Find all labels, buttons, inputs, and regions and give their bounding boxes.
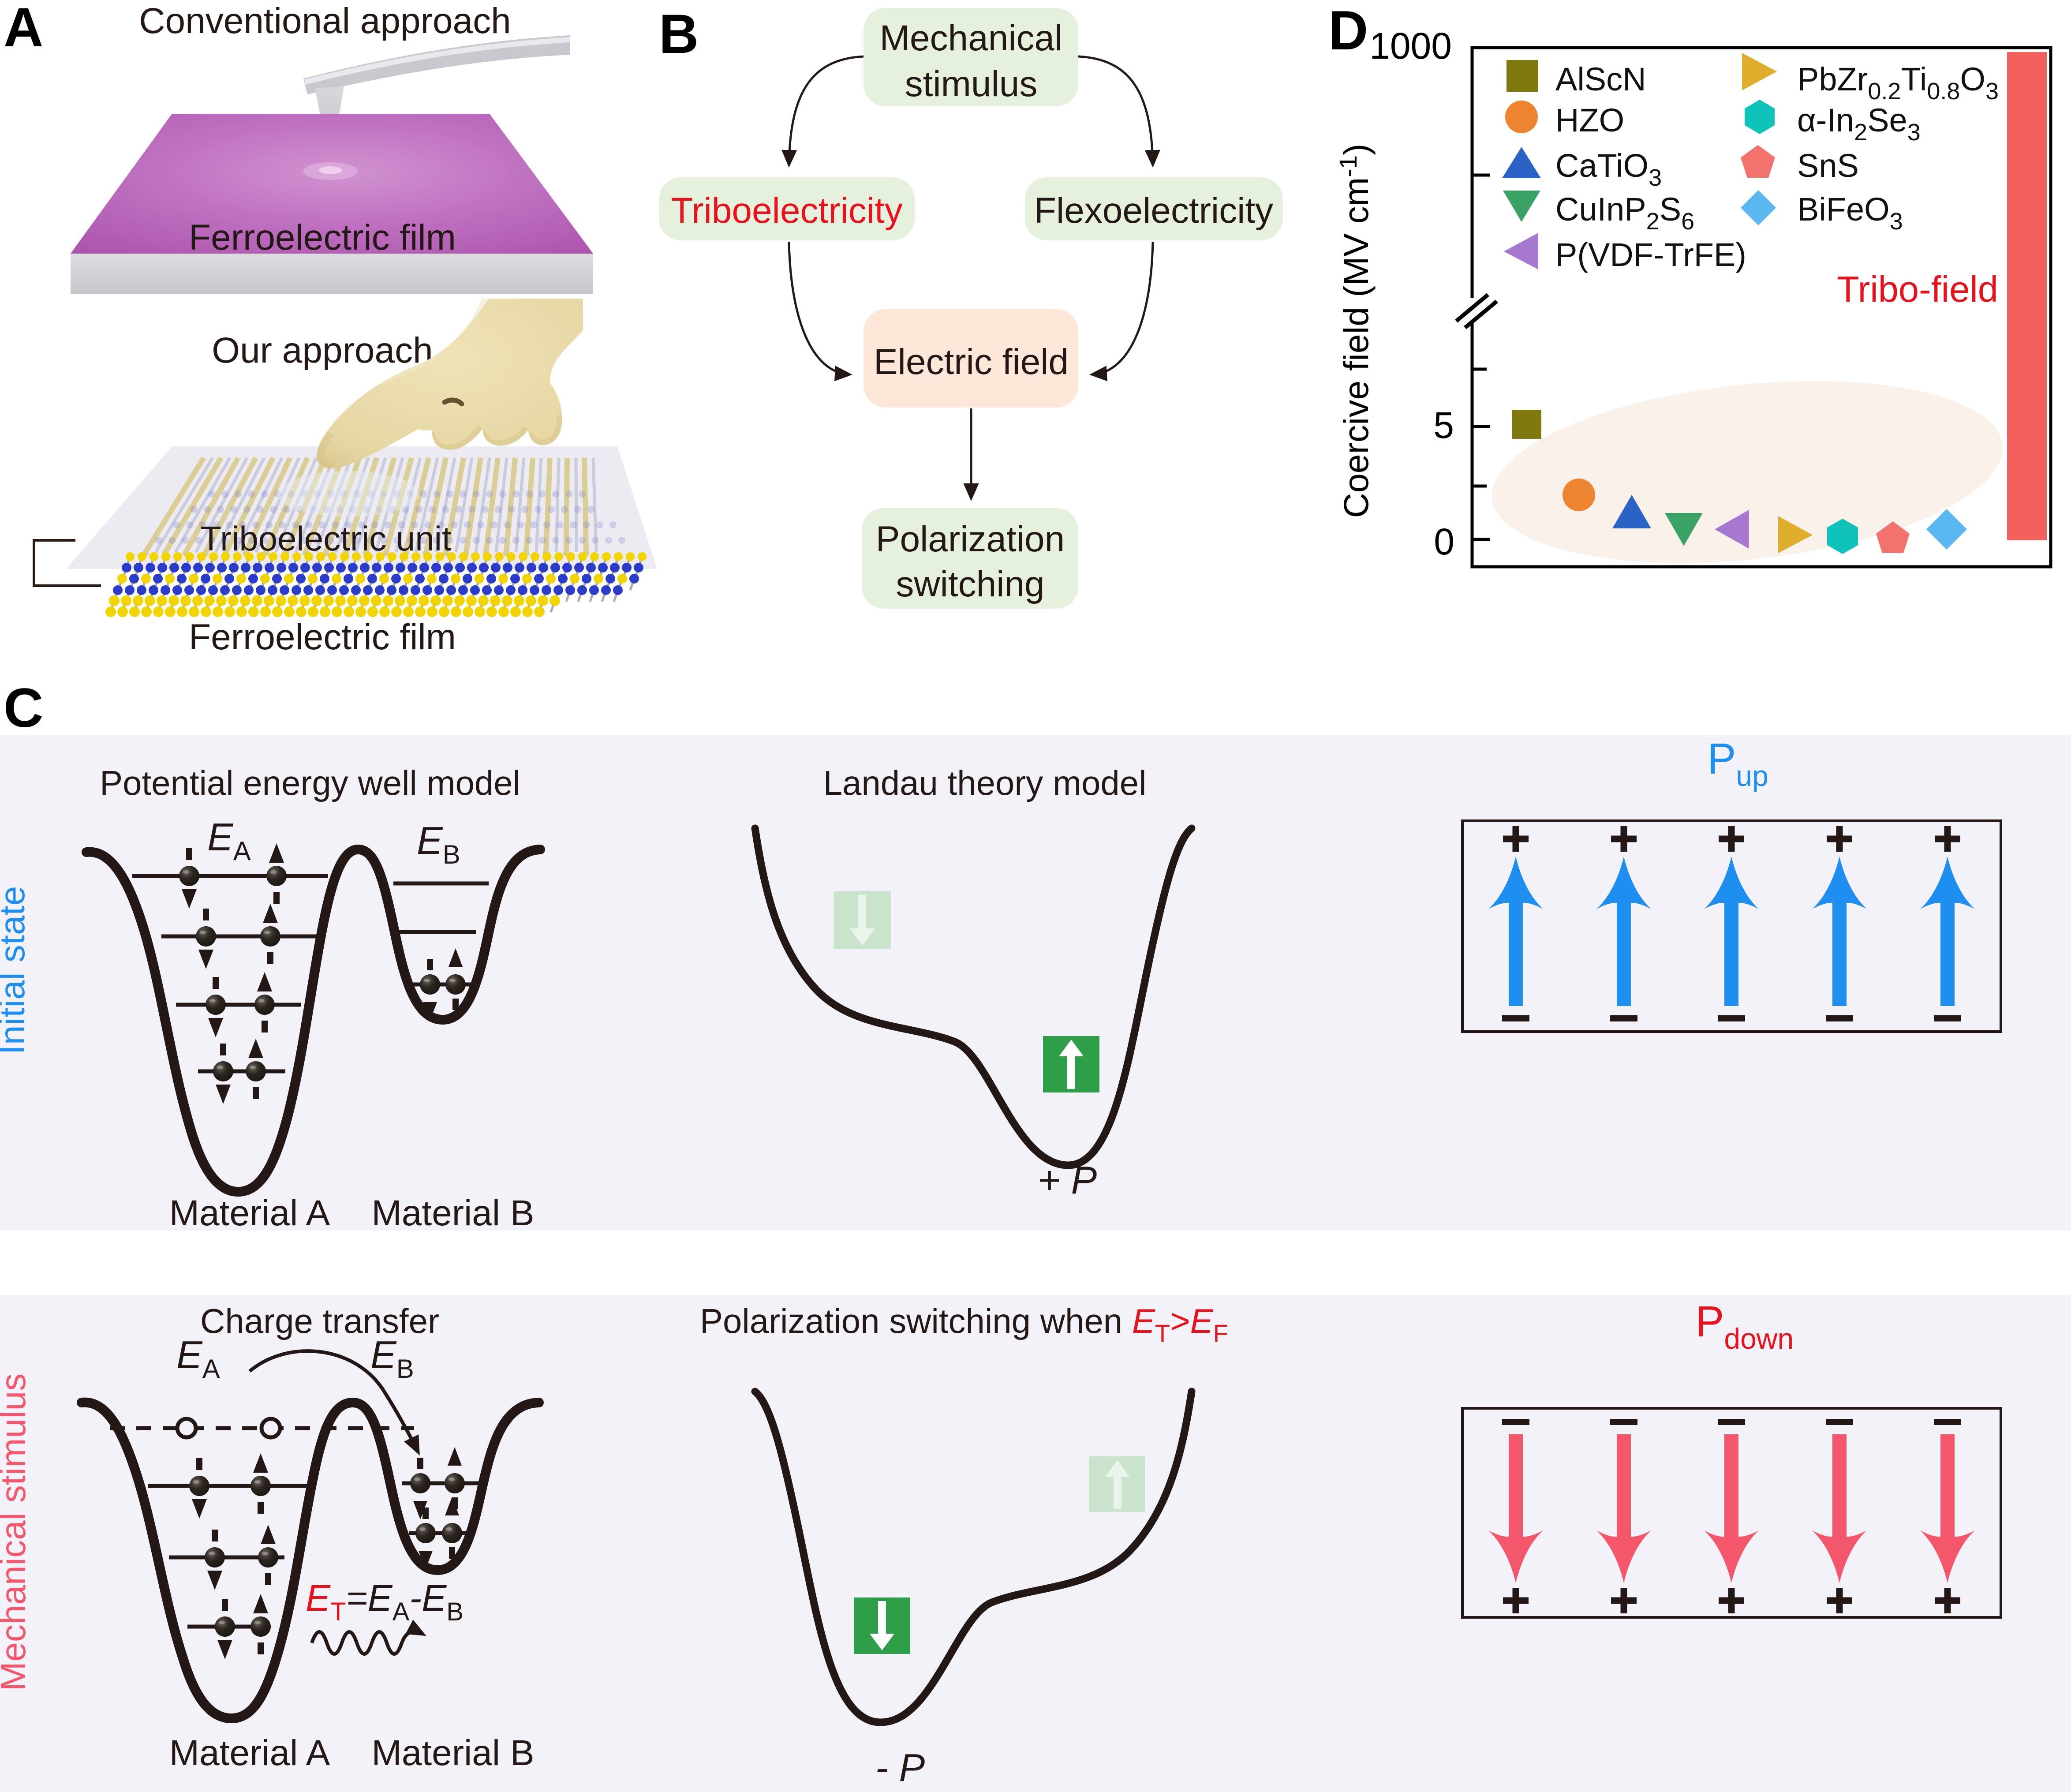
- svg-text:Material A: Material A: [169, 1193, 330, 1233]
- svg-text:PbZr0.2Ti0.8O3: PbZr0.2Ti0.8O3: [1797, 61, 1999, 105]
- svg-text:Material B: Material B: [371, 1193, 534, 1233]
- svg-text:C: C: [4, 677, 43, 739]
- svg-text:Tribo-field: Tribo-field: [1837, 269, 1998, 310]
- svg-text:SnS: SnS: [1797, 147, 1859, 184]
- svg-text:Ferroelectric film: Ferroelectric film: [189, 217, 456, 258]
- svg-text:Our approach: Our approach: [212, 330, 433, 370]
- svg-text:BiFeO3: BiFeO3: [1797, 191, 1903, 235]
- svg-text:Flexoelectricity: Flexoelectricity: [1034, 191, 1273, 231]
- svg-text:A: A: [4, 0, 43, 58]
- svg-text:Ferroelectric film: Ferroelectric film: [189, 617, 456, 657]
- svg-text:B: B: [659, 4, 699, 65]
- svg-text:Polarization: Polarization: [876, 519, 1065, 559]
- svg-text:Landau theory model: Landau theory model: [823, 763, 1147, 802]
- svg-text:α-In2Se3: α-In2Se3: [1797, 102, 1921, 146]
- svg-text:Triboelectricity: Triboelectricity: [671, 191, 903, 231]
- svg-text:0: 0: [1434, 521, 1454, 562]
- svg-text:P(VDF-TrFE): P(VDF-TrFE): [1555, 236, 1746, 273]
- svg-text:Mechanical: Mechanical: [880, 18, 1063, 58]
- svg-text:Initial state: Initial state: [0, 886, 32, 1055]
- svg-text:Charge transfer: Charge transfer: [200, 1302, 439, 1340]
- svg-text:Triboelectric unit: Triboelectric unit: [200, 519, 452, 558]
- svg-text:Conventional approach: Conventional approach: [139, 1, 511, 41]
- svg-text:switching: switching: [896, 564, 1044, 604]
- svg-text:Material B: Material B: [371, 1733, 534, 1773]
- svg-text:D: D: [1328, 0, 1368, 61]
- svg-text:5: 5: [1433, 404, 1454, 446]
- svg-text:+ P: + P: [1038, 1158, 1097, 1202]
- svg-text:ET=EA-EB: ET=EA-EB: [306, 1577, 464, 1626]
- svg-text:Material A: Material A: [169, 1733, 330, 1773]
- svg-text:Coercive field (MV cm-1): Coercive field (MV cm-1): [1334, 144, 1376, 518]
- svg-text:stimulus: stimulus: [905, 64, 1038, 104]
- svg-text:1000: 1000: [1369, 25, 1452, 67]
- svg-text:CaTiO3: CaTiO3: [1555, 147, 1662, 191]
- svg-text:Potential energy well model: Potential energy well model: [100, 763, 520, 802]
- svg-text:AlScN: AlScN: [1555, 61, 1646, 97]
- svg-text:Pdown: Pdown: [1695, 1297, 1794, 1355]
- svg-text:HZO: HZO: [1555, 102, 1624, 138]
- svg-text:CuInP2S6: CuInP2S6: [1555, 191, 1694, 235]
- svg-text:Mechanical stimulus: Mechanical stimulus: [0, 1373, 33, 1691]
- svg-text:Electric field: Electric field: [874, 342, 1069, 382]
- svg-text:- P: - P: [875, 1746, 925, 1789]
- svg-text:Polarization switching when ET: Polarization switching when ET>EF: [700, 1302, 1228, 1347]
